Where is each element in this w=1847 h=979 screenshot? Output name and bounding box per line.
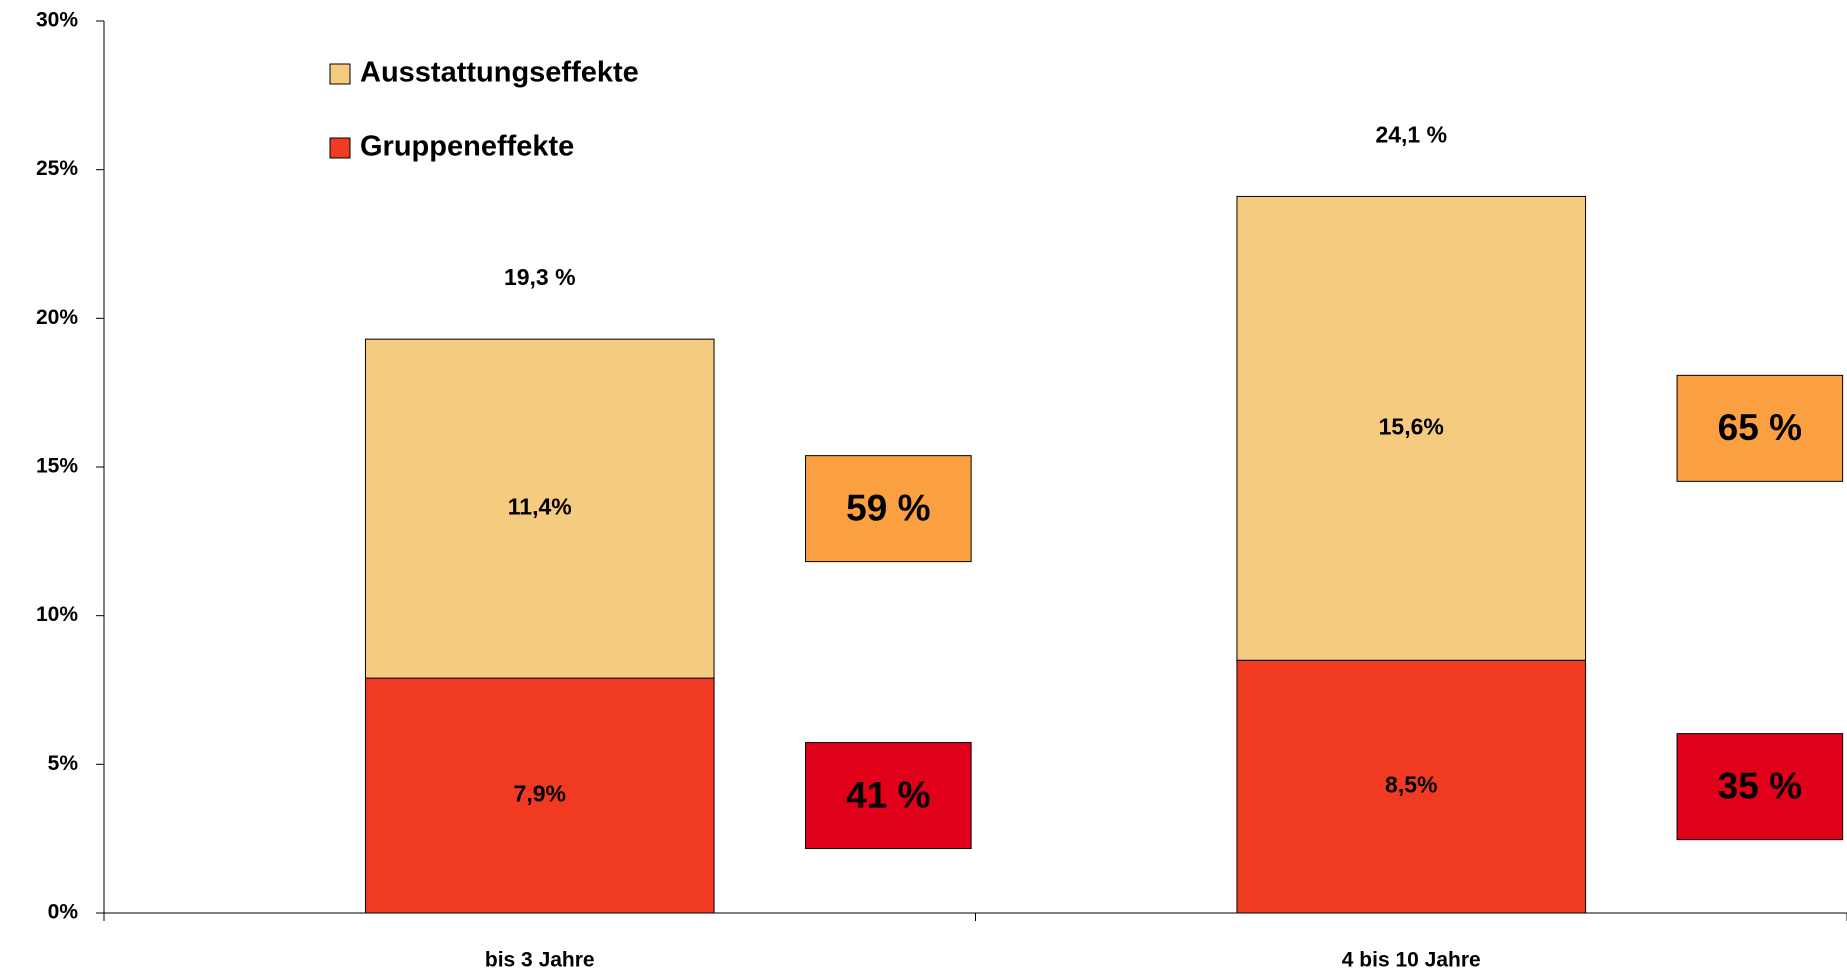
share-label: 41 % [846, 774, 930, 815]
legend-swatch [329, 63, 351, 85]
bar-segment [364, 338, 715, 679]
legend-label: Gruppeneffekte [360, 131, 574, 163]
bar-segment [364, 677, 715, 914]
legend-label: Ausstattungseffekte [360, 57, 639, 89]
y-tick-label: 25% [36, 157, 78, 180]
bar-segment [1236, 195, 1587, 661]
share-box [805, 455, 972, 563]
share-box [1676, 733, 1844, 841]
y-tick-label: 30% [36, 9, 78, 32]
value-label: 11,4% [508, 494, 572, 520]
bar-segment [1236, 659, 1587, 914]
value-label: 15,6% [1379, 413, 1444, 439]
y-tick-label: 0% [48, 901, 79, 924]
value-label: 7,9% [514, 781, 566, 807]
share-label: 65 % [1718, 407, 1802, 448]
x-tick-label: bis 3 Jahre [485, 949, 595, 972]
total-label: 19,3 % [504, 264, 576, 290]
y-tick-label: 15% [36, 455, 78, 478]
y-tick-label: 20% [36, 306, 78, 329]
legend-swatch [329, 137, 351, 159]
share-box [1676, 374, 1844, 482]
share-box [805, 742, 972, 850]
share-label: 59 % [846, 487, 930, 528]
total-label: 24,1 % [1375, 122, 1447, 148]
x-tick-label: 4 bis 10 Jahre [1342, 949, 1481, 972]
y-tick-label: 5% [48, 752, 79, 775]
y-tick-label: 10% [36, 603, 78, 626]
value-label: 8,5% [1385, 772, 1437, 798]
share-label: 35 % [1718, 765, 1802, 806]
